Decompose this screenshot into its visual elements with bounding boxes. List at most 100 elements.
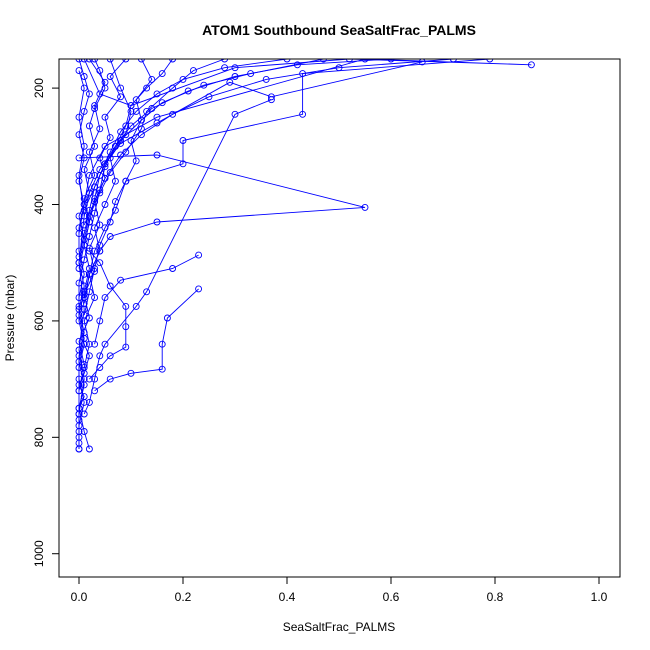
series-line [89, 250, 127, 380]
data-point [101, 142, 109, 150]
series-line [83, 59, 392, 217]
data-point [75, 337, 83, 345]
data-point [75, 279, 83, 287]
series-20 [75, 67, 88, 418]
data-point [361, 203, 369, 211]
data-point [75, 259, 83, 267]
series-19 [75, 340, 93, 453]
data-point [247, 70, 255, 78]
data-point [96, 90, 104, 98]
data-point [91, 387, 99, 395]
y-tick-label: 400 [32, 194, 46, 214]
data-point [75, 346, 83, 354]
data-point [195, 285, 203, 293]
x-tick-label: 0.0 [71, 590, 88, 604]
data-point [293, 61, 301, 69]
data-point [96, 317, 104, 325]
data-point [122, 122, 130, 130]
data-point [106, 218, 114, 226]
x-axis-label: SeaSaltFrac_PALMS [283, 620, 396, 634]
data-point [91, 375, 99, 383]
data-point [85, 233, 93, 240]
series-2 [75, 151, 369, 302]
data-point [163, 314, 171, 322]
y-axis: 200 400 600 800 1000 [32, 78, 60, 567]
data-point [122, 148, 130, 156]
data-point [96, 352, 104, 360]
series-line [78, 59, 132, 391]
data-point [195, 251, 203, 259]
data-point [80, 212, 88, 220]
data-point [80, 375, 88, 383]
series-line [94, 254, 199, 345]
data-point [91, 340, 99, 348]
series-line [78, 59, 106, 426]
data-point [106, 73, 114, 80]
x-tick-label: 0.4 [279, 590, 296, 604]
data-point [143, 107, 151, 115]
x-tick-label: 1.0 [591, 590, 608, 604]
data-point [205, 93, 213, 101]
data-point [117, 93, 125, 101]
data-point [91, 209, 99, 217]
data-point [111, 142, 119, 150]
data-point [153, 218, 161, 226]
data-point [132, 107, 140, 115]
data-point [335, 64, 343, 72]
data-point [111, 206, 119, 214]
data-point [122, 59, 130, 63]
series-line [83, 59, 490, 304]
data-point [106, 148, 114, 156]
data-point [96, 241, 104, 249]
data-point [80, 428, 88, 435]
data-point [387, 59, 395, 63]
series-14 [80, 59, 457, 229]
data-point [153, 90, 161, 98]
data-point [449, 59, 457, 63]
data-point [85, 270, 93, 278]
data-point [169, 265, 177, 272]
data-point [127, 102, 135, 110]
data-point [221, 64, 229, 72]
data-point [101, 201, 109, 208]
data-point [158, 70, 166, 78]
data-point [117, 84, 125, 92]
data-point [91, 247, 99, 255]
data-point [169, 59, 177, 63]
data-point [91, 59, 99, 63]
data-point [80, 305, 88, 313]
data-point [127, 122, 135, 130]
data-point [148, 105, 156, 112]
series-line [78, 70, 85, 415]
series-13 [80, 59, 395, 220]
data-point [96, 186, 104, 194]
series-line [94, 288, 199, 392]
data-point [137, 59, 145, 63]
data-point [85, 90, 93, 98]
data-point [85, 340, 93, 348]
data-point [122, 131, 130, 139]
x-axis: 0.0 0.2 0.4 0.6 0.8 1.0 [71, 576, 608, 604]
data-point [96, 221, 104, 229]
series-5 [91, 251, 203, 348]
data-point [101, 163, 109, 171]
data-point [231, 64, 239, 72]
data-point [75, 381, 83, 389]
data-point [132, 157, 140, 165]
data-point [91, 105, 99, 112]
series-line [78, 59, 106, 450]
data-point [75, 445, 83, 453]
data-point [189, 67, 197, 75]
data-point [96, 67, 104, 75]
series-line [78, 59, 288, 269]
data-point [85, 171, 93, 179]
data-point [106, 375, 114, 383]
data-point [143, 288, 151, 296]
series-line [83, 59, 454, 226]
data-point [117, 151, 125, 159]
data-point [85, 398, 93, 406]
data-point [85, 122, 93, 130]
data-point [127, 369, 135, 377]
data-point [106, 233, 114, 240]
series-4 [80, 96, 275, 418]
